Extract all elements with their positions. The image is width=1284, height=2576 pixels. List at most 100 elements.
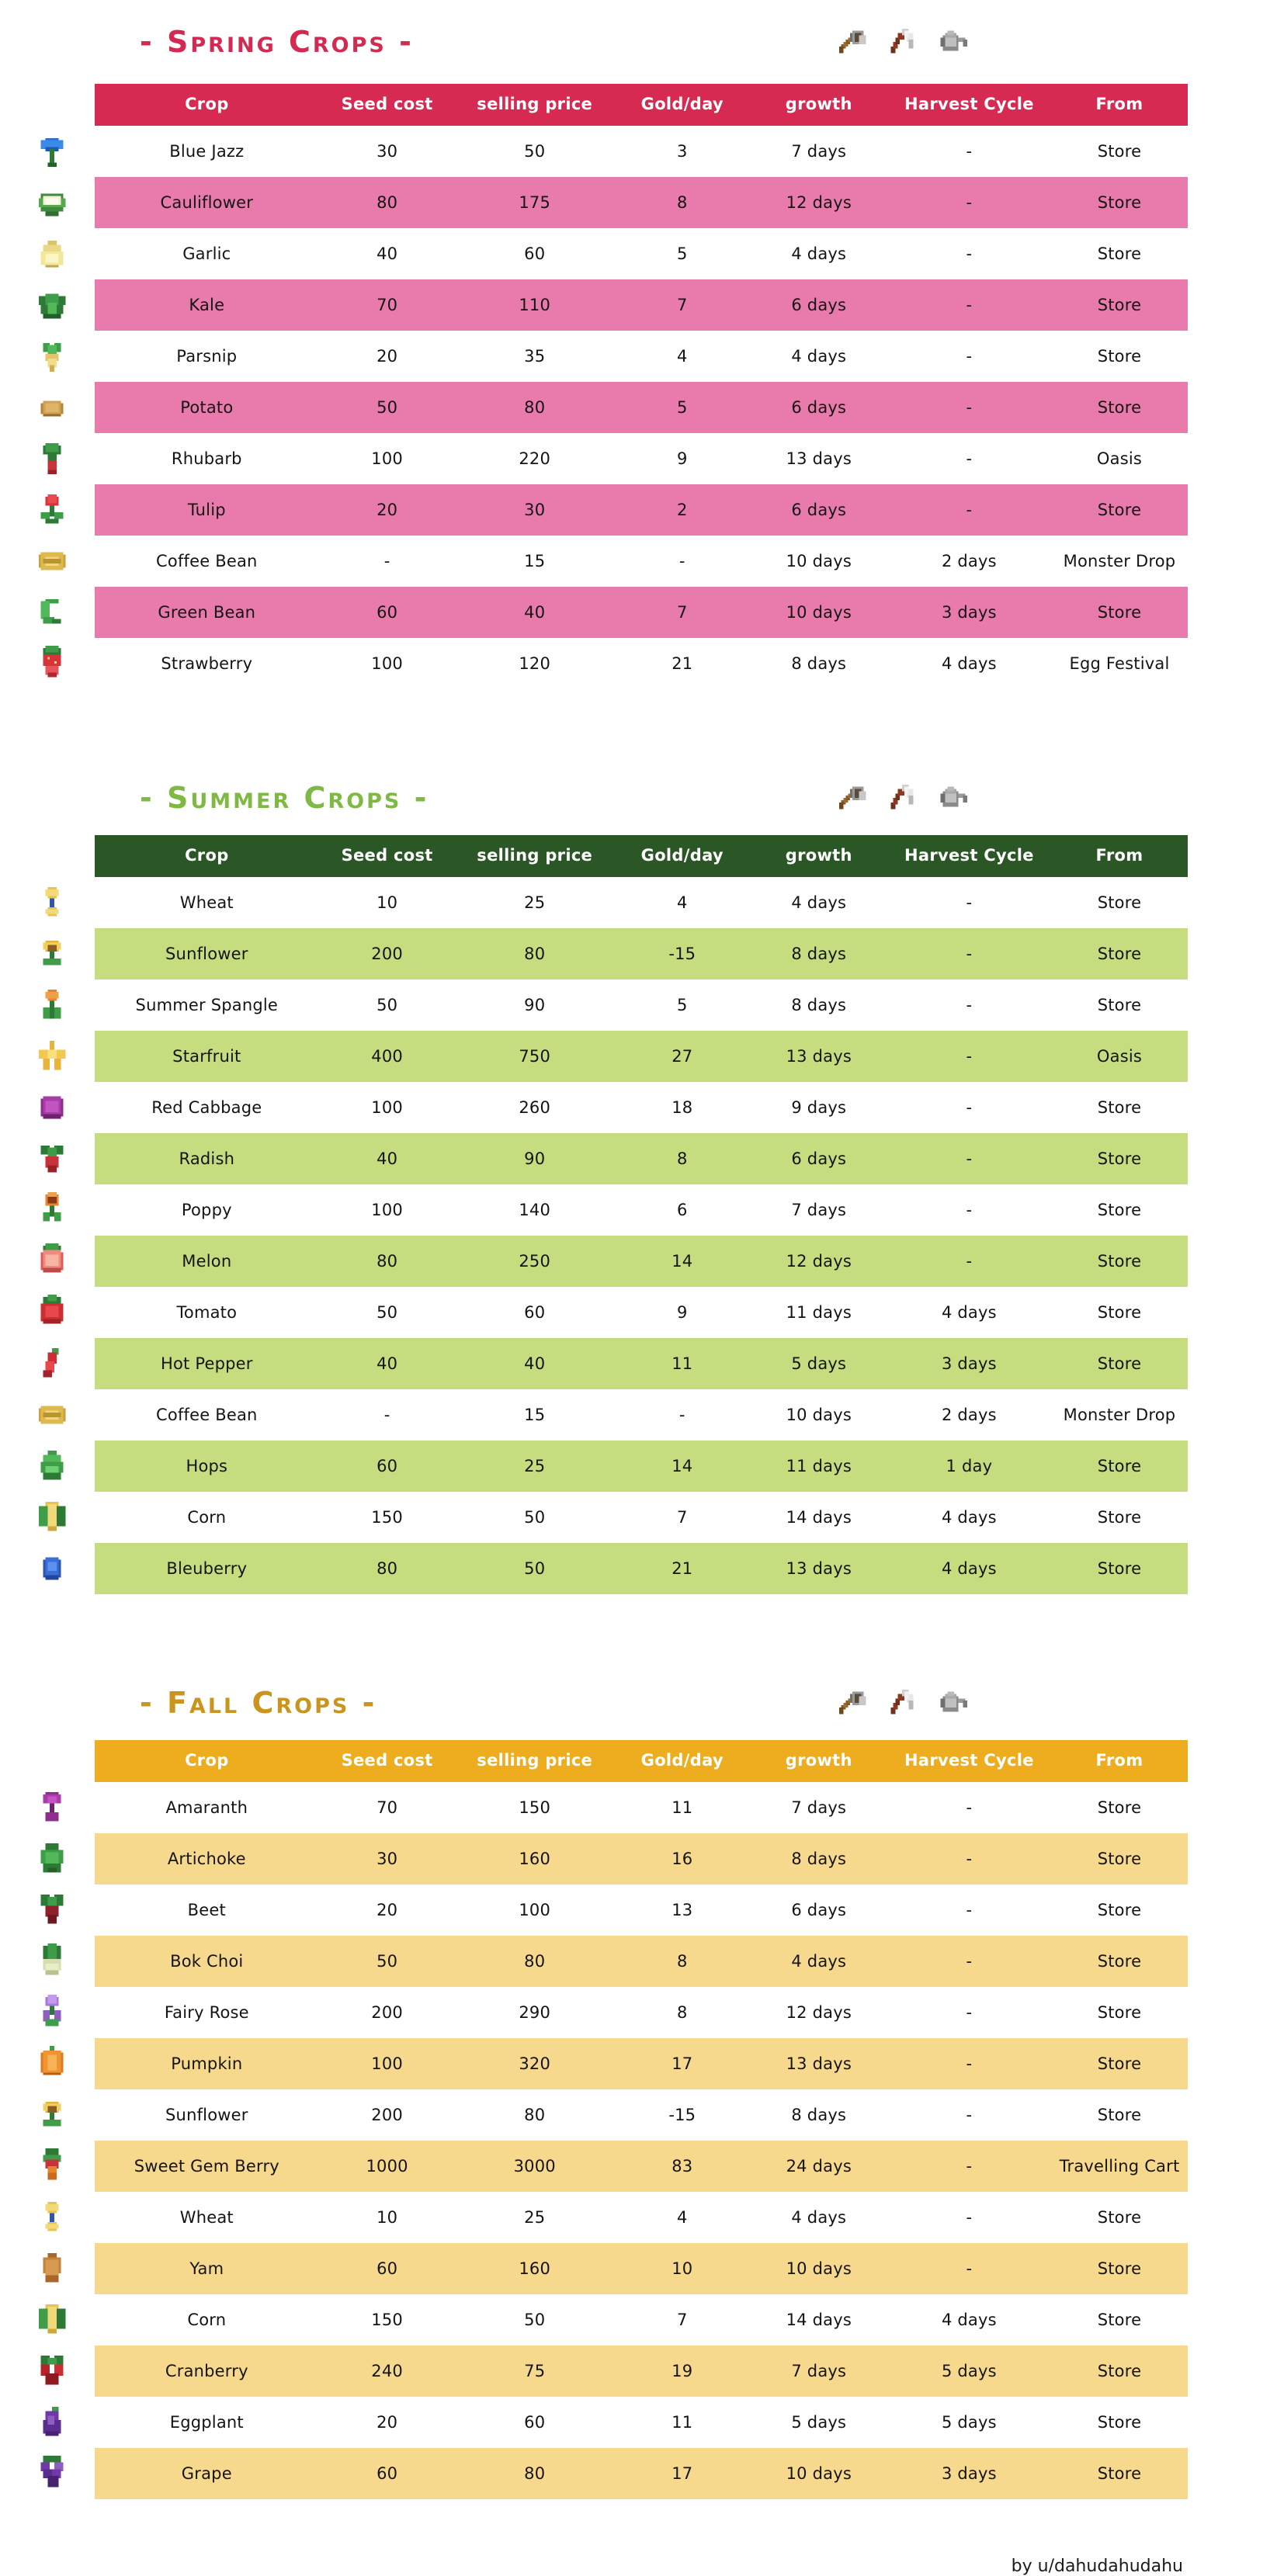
section-header-summer: - Summer Crops - bbox=[0, 761, 1284, 835]
column-header-seed-cost: Seed cost bbox=[341, 1751, 433, 1770]
cell-sell: 50 bbox=[524, 142, 546, 161]
cell-harvest: - bbox=[966, 1850, 973, 1868]
cell-gold: -15 bbox=[668, 945, 696, 963]
section-spacer bbox=[0, 1594, 1284, 1666]
cell-seed: 150 bbox=[371, 2311, 403, 2329]
cell-gold: 17 bbox=[671, 2054, 693, 2073]
sweet-gem-berry-icon bbox=[29, 2144, 75, 2189]
cell-sell: 90 bbox=[524, 996, 546, 1014]
cell-gold: 8 bbox=[677, 2003, 688, 2022]
cell-crop: Parsnip bbox=[176, 347, 238, 366]
table-row: Hot Pepper 40 40 11 5 days 3 days Store bbox=[95, 1338, 1188, 1389]
cell-from: Oasis bbox=[1096, 449, 1143, 468]
cell-crop: Hops bbox=[186, 1457, 228, 1475]
green-bean-icon bbox=[29, 590, 75, 635]
cell-harvest: - bbox=[966, 296, 973, 314]
cell-growth: 8 days bbox=[791, 1850, 847, 1868]
cell-gold: 8 bbox=[677, 1149, 688, 1168]
cell-harvest: - bbox=[966, 945, 973, 963]
cell-growth: 8 days bbox=[791, 654, 847, 673]
cell-harvest: 3 days bbox=[941, 603, 997, 622]
cell-crop: Sunflower bbox=[165, 2106, 248, 2124]
tool-icons-fall bbox=[835, 1681, 970, 1725]
cell-harvest: 5 days bbox=[941, 2413, 997, 2432]
starfruit-icon bbox=[29, 1034, 75, 1079]
cell-seed: 50 bbox=[377, 1952, 398, 1971]
sunflower-icon bbox=[29, 931, 75, 976]
cell-harvest: 2 days bbox=[941, 1406, 997, 1424]
cell-seed: - bbox=[383, 1406, 390, 1424]
fairy-rose-icon bbox=[29, 1990, 75, 2035]
column-header-selling-price: selling price bbox=[477, 1751, 593, 1770]
table-header-row: Crop Seed cost selling price Gold/day growth… bbox=[95, 1740, 1188, 1782]
cell-seed: 40 bbox=[377, 1149, 398, 1168]
cell-sell: 80 bbox=[524, 1952, 546, 1971]
sunflower-icon bbox=[29, 2092, 75, 2137]
cell-harvest: - bbox=[966, 1798, 973, 1817]
cell-sell: 15 bbox=[524, 1406, 546, 1424]
cell-seed: 50 bbox=[377, 1303, 398, 1322]
table-row: Bleuberry 80 50 21 13 days 4 days Store bbox=[95, 1543, 1188, 1594]
cell-crop: Bleuberry bbox=[166, 1559, 248, 1578]
kale-icon bbox=[29, 283, 75, 328]
cell-from: Store bbox=[1097, 2106, 1142, 2124]
crops-table-fall: Crop Seed cost selling price Gold/day growth… bbox=[95, 1740, 1188, 2499]
cell-from: Store bbox=[1097, 1457, 1142, 1475]
cell-harvest: - bbox=[966, 1047, 973, 1066]
cell-growth: 10 days bbox=[786, 603, 852, 622]
cell-crop: Yam bbox=[189, 2259, 224, 2278]
cell-sell: 60 bbox=[524, 2413, 546, 2432]
table-row: Pumpkin 100 320 17 13 days - Store bbox=[95, 2038, 1188, 2089]
cell-seed: 80 bbox=[377, 1252, 398, 1271]
watering-can-icon bbox=[934, 1681, 970, 1725]
cell-crop: Corn bbox=[187, 1508, 227, 1527]
cell-growth: 14 days bbox=[786, 2311, 852, 2329]
cell-growth: 8 days bbox=[791, 2106, 847, 2124]
cell-crop: Artichoke bbox=[167, 1850, 246, 1868]
table-row: Cranberry 240 75 19 7 days 5 days Store bbox=[95, 2345, 1188, 2397]
column-header-selling-price: selling price bbox=[477, 846, 593, 865]
cell-gold: 9 bbox=[677, 1303, 688, 1322]
cell-growth: 9 days bbox=[791, 1098, 847, 1117]
cell-sell: 3000 bbox=[513, 2157, 556, 2176]
cell-from: Store bbox=[1097, 1201, 1142, 1219]
cell-harvest: - bbox=[966, 501, 973, 519]
table-row: Poppy 100 140 6 7 days - Store bbox=[95, 1184, 1188, 1236]
cell-from: Store bbox=[1097, 1850, 1142, 1868]
cell-growth: 10 days bbox=[786, 2259, 852, 2278]
cell-from: Store bbox=[1097, 501, 1142, 519]
cell-from: Store bbox=[1097, 1952, 1142, 1971]
cell-crop: Strawberry bbox=[161, 654, 253, 673]
strawberry-icon bbox=[29, 641, 75, 686]
cell-harvest: - bbox=[966, 2054, 973, 2073]
table-row: Radish 40 90 8 6 days - Store bbox=[95, 1133, 1188, 1184]
cell-harvest: - bbox=[966, 193, 973, 212]
section-spacer bbox=[0, 689, 1284, 761]
table-row: Cauliflower 80 175 8 12 days - Store bbox=[95, 177, 1188, 228]
cell-sell: 80 bbox=[524, 2464, 546, 2483]
cell-from: Store bbox=[1097, 296, 1142, 314]
cell-gold: 5 bbox=[677, 996, 688, 1014]
cell-harvest: - bbox=[966, 1149, 973, 1168]
cell-growth: 4 days bbox=[791, 893, 847, 912]
table-row: Red Cabbage 100 260 18 9 days - Store bbox=[95, 1082, 1188, 1133]
yam-icon bbox=[29, 2246, 75, 2291]
cell-growth: 13 days bbox=[786, 2054, 852, 2073]
cell-gold: 5 bbox=[677, 244, 688, 263]
cell-from: Store bbox=[1097, 603, 1142, 622]
cell-seed: - bbox=[383, 552, 390, 570]
section-title-summer: - Summer Crops - bbox=[140, 781, 429, 815]
cell-seed: 80 bbox=[377, 1559, 398, 1578]
cell-from: Store bbox=[1097, 1559, 1142, 1578]
table-row: Green Bean 60 40 7 10 days 3 days Store bbox=[95, 587, 1188, 638]
cell-harvest: - bbox=[966, 2157, 973, 2176]
cell-crop: Tulip bbox=[187, 501, 226, 519]
cell-sell: 250 bbox=[519, 1252, 551, 1271]
cell-sell: 160 bbox=[519, 1850, 551, 1868]
cell-crop: Cranberry bbox=[165, 2362, 248, 2380]
cell-sell: 260 bbox=[519, 1098, 551, 1117]
cell-crop: Kale bbox=[189, 296, 225, 314]
cell-harvest: - bbox=[966, 2003, 973, 2022]
table-row: Coffee Bean - 15 - 10 days 2 days Monster Drop bbox=[95, 1389, 1188, 1441]
cell-sell: 60 bbox=[524, 1303, 546, 1322]
